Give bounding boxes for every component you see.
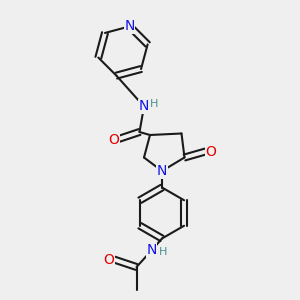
Text: O: O — [108, 133, 119, 146]
Text: N: N — [139, 100, 149, 113]
Text: O: O — [103, 253, 114, 266]
Text: O: O — [206, 145, 216, 158]
Text: N: N — [146, 244, 157, 257]
Text: H: H — [159, 247, 167, 257]
Text: N: N — [124, 20, 135, 33]
Text: N: N — [157, 164, 167, 178]
Text: H: H — [150, 99, 159, 109]
